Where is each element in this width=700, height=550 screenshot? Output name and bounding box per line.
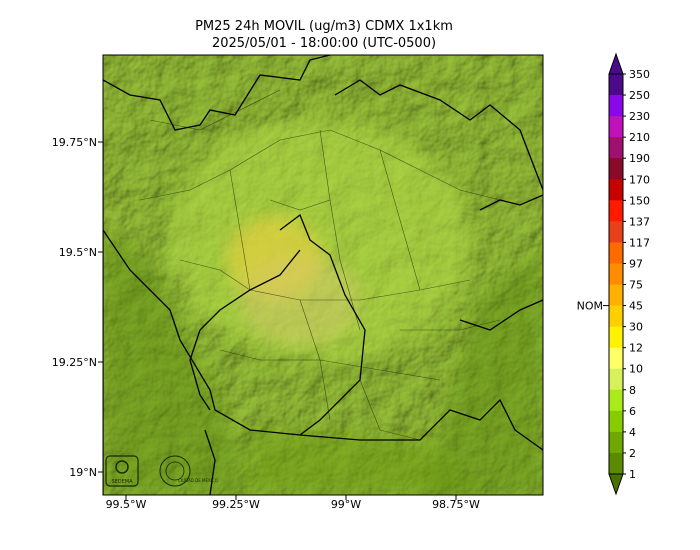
lon-tick-label: 99.25°W [212, 498, 260, 511]
colorbar-segment [609, 452, 623, 475]
colorbar-segment [609, 242, 623, 264]
colorbar-tick-label: 117 [629, 236, 650, 249]
colorbar-segment [609, 368, 623, 391]
colorbar: 3502502302101901701501371179775453012108… [577, 52, 650, 496]
colorbar-tick-label: 1 [629, 468, 636, 481]
lon-tick-label: 99.5°W [106, 498, 147, 511]
colorbar-tick-label: 190 [629, 152, 650, 165]
lat-tick-label: 19.25°N [52, 356, 97, 369]
colorbar-segment [609, 74, 623, 96]
colorbar-tick-label: 12 [629, 342, 643, 355]
colorbar-tick-label: 10 [629, 363, 643, 376]
colorbar-segment [609, 389, 623, 412]
colorbar-tick-label: 8 [629, 384, 636, 397]
colorbar-segment [609, 284, 623, 307]
colorbar-tick-label: 45 [629, 300, 643, 313]
colorbar-tick-label: 250 [629, 89, 650, 102]
lon-tick-label: 99°W [331, 498, 361, 511]
lat-tick-label: 19.75°N [52, 136, 97, 149]
colorbar-min-extend [608, 473, 624, 496]
longitude-axis: 99.5°W 99.25°W 99°W 98.75°W [106, 495, 480, 511]
colorbar-segment [609, 431, 623, 454]
lat-tick-label: 19°N [69, 466, 97, 479]
title-line-1: PM25 24h MOVIL (ug/m3) CDMX 1x1km [195, 19, 453, 34]
colorbar-tick-label: 230 [629, 110, 650, 123]
colorbar-tick-label: 137 [629, 215, 650, 228]
cdmx-logo-text: CIUDAD DE MÉXICO [178, 478, 218, 483]
map-area: SEDEMA CIUDAD DE MÉXICO [103, 55, 543, 495]
map-frame [102, 54, 544, 496]
sedema-logo: SEDEMA [105, 455, 139, 487]
municipal-borders [139, 89, 501, 441]
colorbar-segment [609, 200, 623, 222]
colorbar-segment [609, 221, 623, 243]
colorbar-segment [609, 305, 623, 328]
sedema-logo-text: SEDEMA [111, 479, 133, 485]
colorbar-segment [609, 410, 623, 433]
colorbar-segment [609, 158, 623, 180]
colorbar-tick-label: 97 [629, 257, 643, 270]
colorbar-tick-label: 350 [629, 68, 650, 81]
lat-tick-label: 19.5°N [59, 246, 97, 259]
lon-tick-label: 98.75°W [432, 498, 480, 511]
colorbar-tick-label: 210 [629, 131, 650, 144]
cdmx-logo: CIUDAD DE MÉXICO [159, 455, 218, 487]
map-title: PM25 24h MOVIL (ug/m3) CDMX 1x1km 2025/0… [104, 18, 544, 52]
colorbar-segment [609, 116, 623, 138]
colorbar-segment [609, 263, 623, 286]
colorbar-segment [609, 326, 623, 349]
title-line-2: 2025/05/01 - 18:00:00 (UTC-0500) [211, 36, 437, 51]
colorbar-tick-label: 150 [629, 194, 650, 207]
colorbar-tick-label: 6 [629, 405, 636, 418]
state-borders [103, 55, 543, 495]
colorbar-tick-label: 170 [629, 173, 650, 186]
colorbar-segment [609, 179, 623, 201]
latitude-axis: 19.75°N 19.5°N 19.25°N 19°N [52, 136, 103, 479]
nom-label: NOM [577, 300, 603, 313]
colorbar-tick-label: 75 [629, 279, 643, 292]
colorbar-segment [609, 347, 623, 370]
colorbar-tick-label: 4 [629, 426, 636, 439]
colorbar-frame [608, 73, 624, 475]
colorbar-tick-label: 2 [629, 447, 636, 460]
colorbar-max-extend [608, 52, 624, 75]
colorbar-segment [609, 137, 623, 159]
colorbar-tick-label: 30 [629, 321, 643, 334]
colorbar-segment [609, 95, 623, 117]
